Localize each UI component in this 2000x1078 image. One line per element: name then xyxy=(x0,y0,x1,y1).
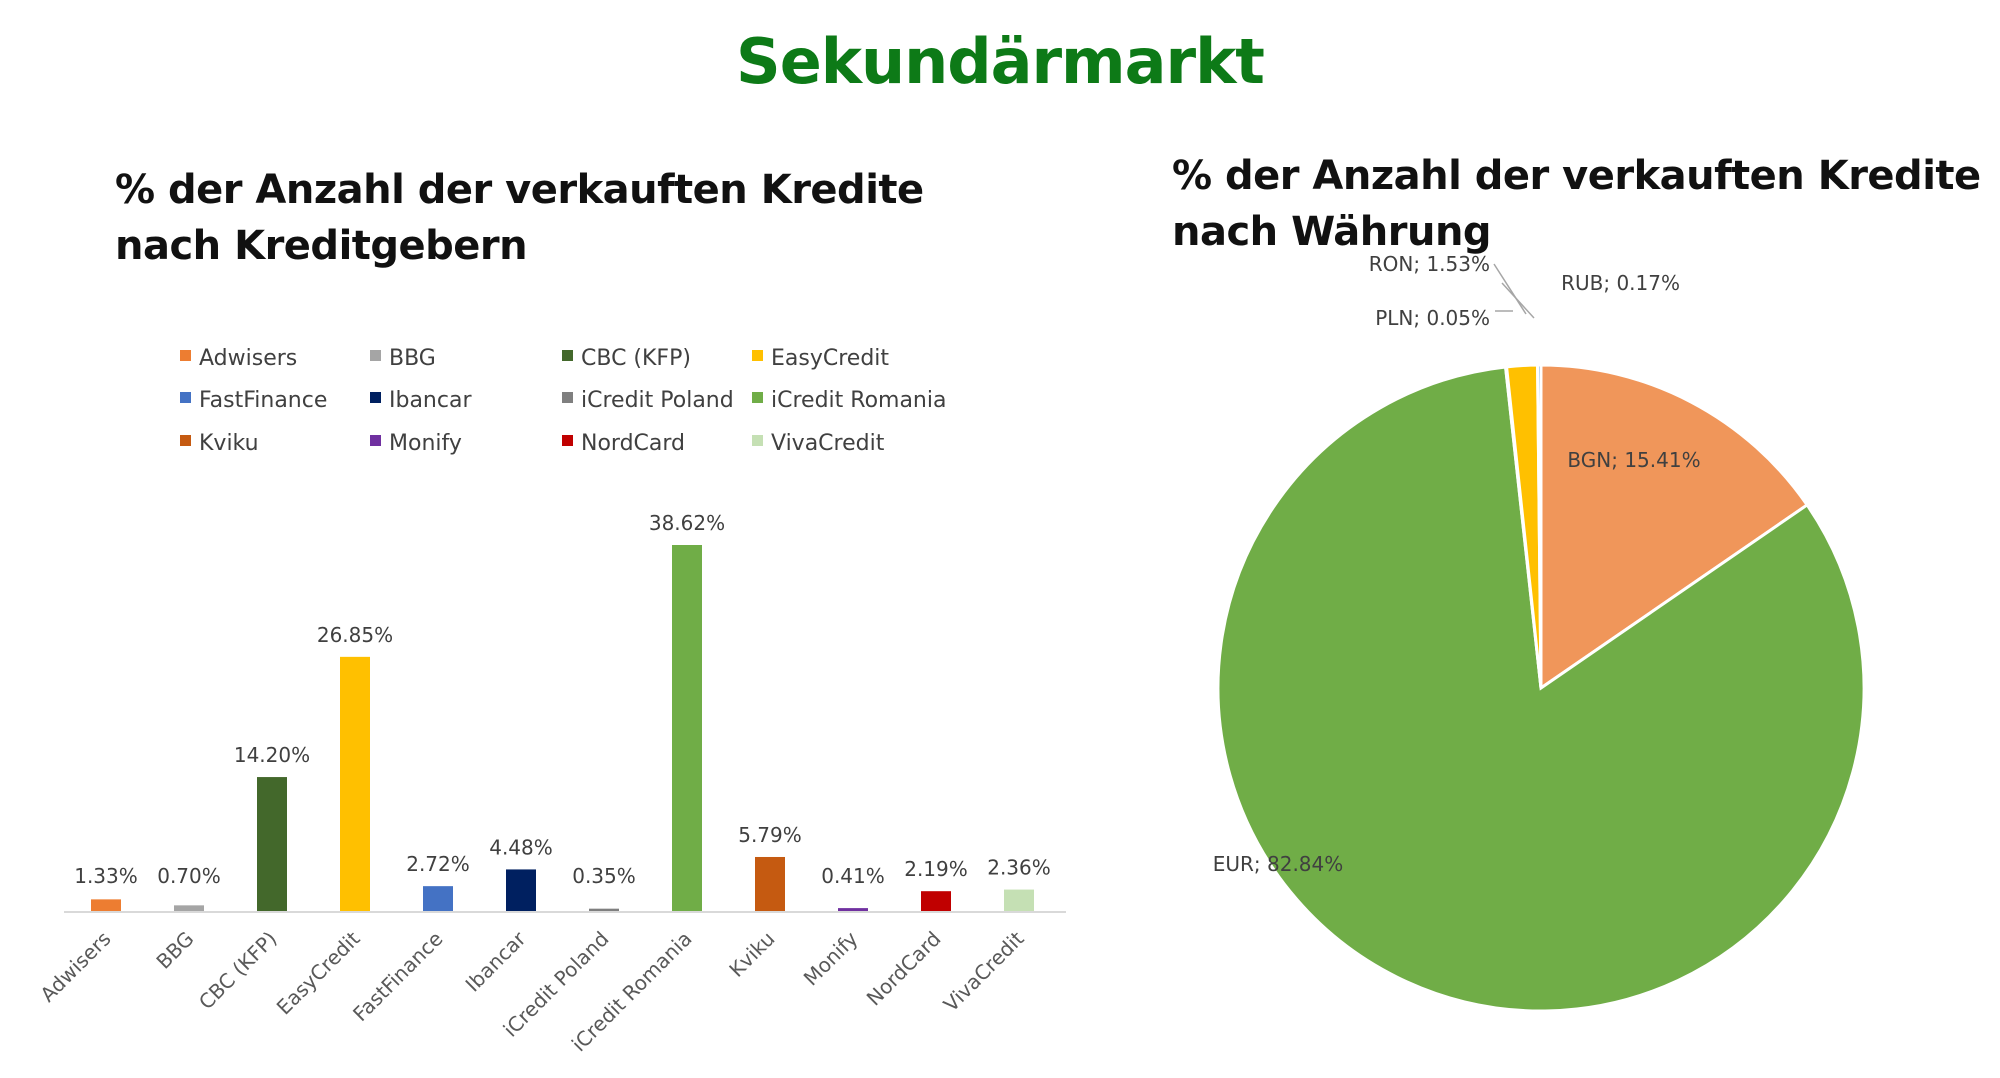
slice-label-pln: PLN; 0.05% xyxy=(1375,306,1490,330)
pie-chart-title-line-1: % der Anzahl der verkauften Kredite xyxy=(1172,153,1981,199)
bar-chart-title-line-2: nach Kreditgebern xyxy=(115,223,528,269)
legend-label-fastfinance: FastFinance xyxy=(199,388,327,413)
bar-vivacredit xyxy=(1004,889,1034,912)
legend-swatch-bbg xyxy=(370,350,381,361)
leader-line-ron xyxy=(1493,263,1527,315)
data-label-nordcard: 2.19% xyxy=(904,857,968,881)
slice-eur xyxy=(1216,365,1866,1013)
data-label-bbg: 0.70% xyxy=(157,864,221,888)
slice-label-bgn: BGN; 15.41% xyxy=(1567,448,1700,472)
tick-label-nordcard: NordCard xyxy=(862,927,946,1011)
legend-label-icredit-romania: iCredit Romania xyxy=(771,388,946,413)
data-label-icredit-poland: 0.35% xyxy=(572,864,636,888)
slice-label-rub: RUB; 0.17% xyxy=(1561,271,1680,295)
bar-icredit-poland xyxy=(589,908,619,912)
bar-bbg xyxy=(174,905,204,912)
bar-kviku xyxy=(755,856,785,912)
legend-label-cbc-kfp: CBC (KFP) xyxy=(581,346,691,371)
page-title: Sekundärmarkt xyxy=(736,25,1265,98)
slice-label-ron: RON; 1.53% xyxy=(1369,252,1490,276)
data-label-fastfinance: 2.72% xyxy=(406,852,470,876)
pie-chart-slices xyxy=(1216,363,1866,1013)
tick-label-bbg: BBG xyxy=(151,927,198,974)
data-label-kviku: 5.79% xyxy=(738,823,802,847)
data-label-monify: 0.41% xyxy=(821,864,885,888)
tick-label-monify: Monify xyxy=(799,926,863,990)
legend-swatch-cbc-kfp xyxy=(562,350,573,361)
legend-swatch-icredit-romania xyxy=(752,392,763,403)
tick-label-vivacredit: VivaCredit xyxy=(939,926,1029,1016)
data-label-easycredit: 26.85% xyxy=(317,623,393,647)
bar-icredit-romania xyxy=(672,545,702,912)
legend-swatch-ibancar xyxy=(370,392,381,403)
bar-nordcard xyxy=(921,891,951,912)
tick-label-adwisers: Adwisers xyxy=(35,927,115,1007)
leader-line-rub xyxy=(1501,282,1535,319)
legend-label-easycredit: EasyCredit xyxy=(771,346,889,371)
legend-swatch-monify xyxy=(370,435,381,446)
legend-label-ibancar: Ibancar xyxy=(389,388,472,413)
pie-chart-leader-lines xyxy=(1493,263,1535,319)
legend-label-kviku: Kviku xyxy=(199,431,259,456)
legend-swatch-nordcard xyxy=(562,435,573,446)
data-label-icredit-romania: 38.62% xyxy=(649,511,725,535)
tick-label-kviku: Kviku xyxy=(724,927,779,982)
pie-chart: BGN; 15.41% EUR; 82.84% PLN; 0.05% RON; 1.5… xyxy=(1213,252,1866,1013)
legend-label-vivacredit: VivaCredit xyxy=(771,431,885,456)
legend-swatch-icredit-poland xyxy=(562,392,573,403)
bar-ibancar xyxy=(506,869,536,912)
bar-cbc-kfp xyxy=(257,777,287,912)
data-label-vivacredit: 2.36% xyxy=(987,856,1051,880)
bar-easycredit xyxy=(340,656,370,912)
legend-label-adwisers: Adwisers xyxy=(199,346,297,371)
bar-chart-data-labels: 1.33% 0.70% 14.20% 26.85% 2.72% 4.48% 0.35% 38.… xyxy=(74,511,1051,888)
legend-label-nordcard: NordCard xyxy=(581,431,685,456)
pie-chart-data-labels: BGN; 15.41% EUR; 82.84% PLN; 0.05% RON; 1.5… xyxy=(1213,252,1701,876)
legend-swatch-fastfinance xyxy=(180,392,191,403)
legend-label-bbg: BBG xyxy=(389,346,436,371)
data-label-cbc-kfp: 14.20% xyxy=(234,743,310,767)
legend-swatch-adwisers xyxy=(180,350,191,361)
legend-swatch-easycredit xyxy=(752,350,763,361)
bar-adwisers xyxy=(91,899,121,912)
slice-label-eur: EUR; 82.84% xyxy=(1213,852,1344,876)
bar-chart: Adwisers BBG CBC (KFP) EasyCreditFastFinanc… xyxy=(35,346,1066,1056)
legend-label-monify: Monify xyxy=(389,431,462,456)
pie-chart-title: % der Anzahl der verkauften Kredite nach… xyxy=(1172,148,1981,260)
data-label-ibancar: 4.48% xyxy=(489,835,553,859)
legend-swatch-vivacredit xyxy=(752,435,763,446)
tick-label-cbc-kfp: CBC (KFP) xyxy=(194,927,282,1015)
legend-swatch-kviku xyxy=(180,435,191,446)
slice-rub xyxy=(1536,363,1543,689)
bar-chart-title-line-1: % der Anzahl der verkauften Kredite xyxy=(115,167,924,213)
bar-chart-bars xyxy=(91,545,1034,912)
slice-bgn xyxy=(1539,363,1810,691)
tick-label-ibancar: Ibancar xyxy=(461,926,532,997)
bar-fastfinance xyxy=(423,886,453,912)
legend-label-icredit-poland: iCredit Poland xyxy=(581,388,734,413)
data-label-adwisers: 1.33% xyxy=(74,864,138,888)
bar-monify xyxy=(838,908,868,912)
tick-label-fastfinance: FastFinance xyxy=(348,927,447,1026)
bar-chart-legend: Adwisers BBG CBC (KFP) EasyCredit FastFinanc… xyxy=(180,346,946,456)
pie-chart-title-line-2: nach Währung xyxy=(1172,209,1492,255)
bar-chart-title: % der Anzahl der verkauften Kredite nach… xyxy=(115,162,924,274)
